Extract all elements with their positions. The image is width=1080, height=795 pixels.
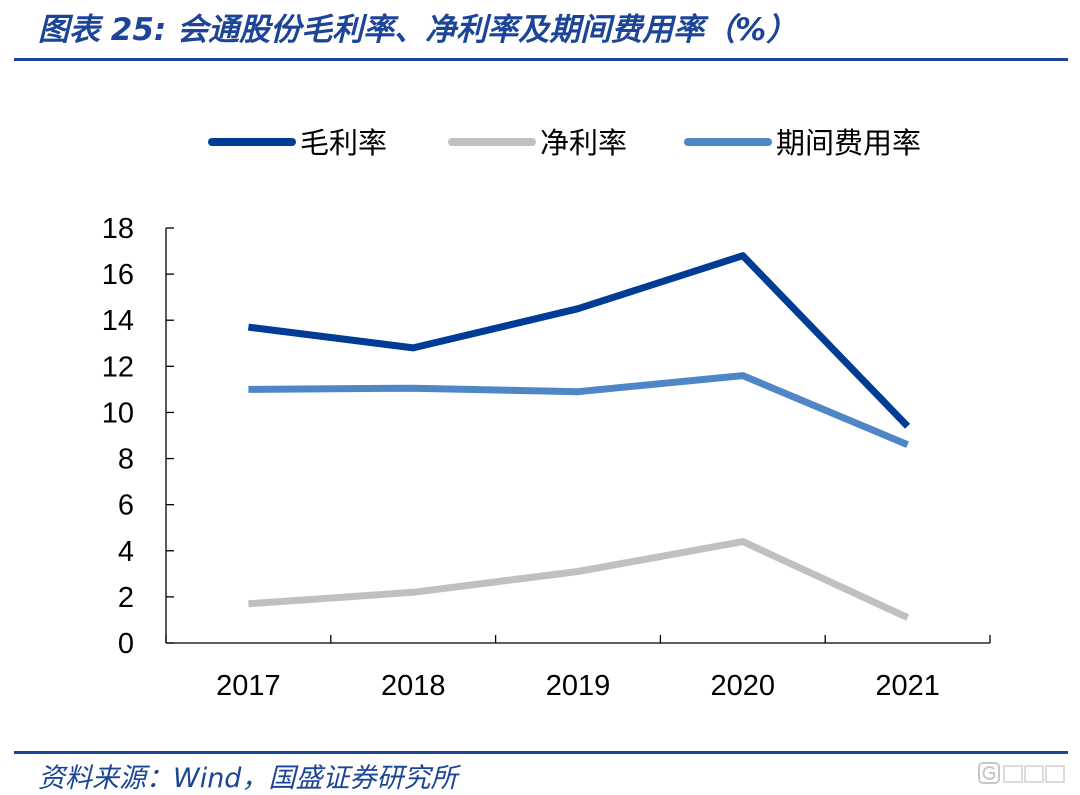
legend-label: 期间费用率: [776, 126, 921, 160]
y-tick-label: 10: [102, 397, 134, 429]
figure-title: 图表 25: 会通股份毛利率、净利率及期间费用率（%）: [38, 12, 798, 48]
series-line-3: [248, 372, 909, 448]
x-tick-label: 2017: [216, 670, 281, 702]
chart-series: [247, 252, 911, 621]
legend-label: 毛利率: [300, 126, 387, 160]
y-tick-label: 18: [102, 213, 134, 245]
y-tick-label: 6: [118, 490, 134, 522]
chart-legend: 毛利率 净利率 期间费用率: [208, 126, 921, 160]
source-note: 资料来源：Wind，国盛证券研究所: [38, 763, 458, 794]
x-tick-label: 2021: [875, 670, 940, 702]
x-tick-label: 2019: [546, 670, 611, 702]
watermark-logo-icon: [978, 762, 1065, 784]
x-tick-label: 2020: [711, 670, 776, 702]
line-chart: 毛利率 净利率 期间费用率 0 2 4 6 8 10 12 14 16 18 2017 2018 2019 2…: [102, 126, 991, 702]
y-tick-label: 14: [102, 305, 134, 337]
chart-axes: 0 2 4 6 8 10 12 14 16 18 2017 2018 2019 2020 2021: [102, 213, 991, 702]
legend-label: 净利率: [540, 126, 627, 160]
y-tick-label: 4: [118, 536, 134, 568]
y-tick-label: 2: [118, 582, 134, 614]
series-line-2: [248, 538, 910, 621]
title-divider: [14, 58, 1068, 61]
source-divider: [14, 751, 1068, 754]
y-tick-label: 0: [118, 628, 134, 660]
y-tick-label: 16: [102, 259, 134, 291]
y-tick-label: 12: [102, 351, 134, 383]
series-line-1: [247, 252, 911, 429]
y-tick-label: 8: [118, 444, 134, 476]
x-tick-label: 2018: [381, 670, 446, 702]
